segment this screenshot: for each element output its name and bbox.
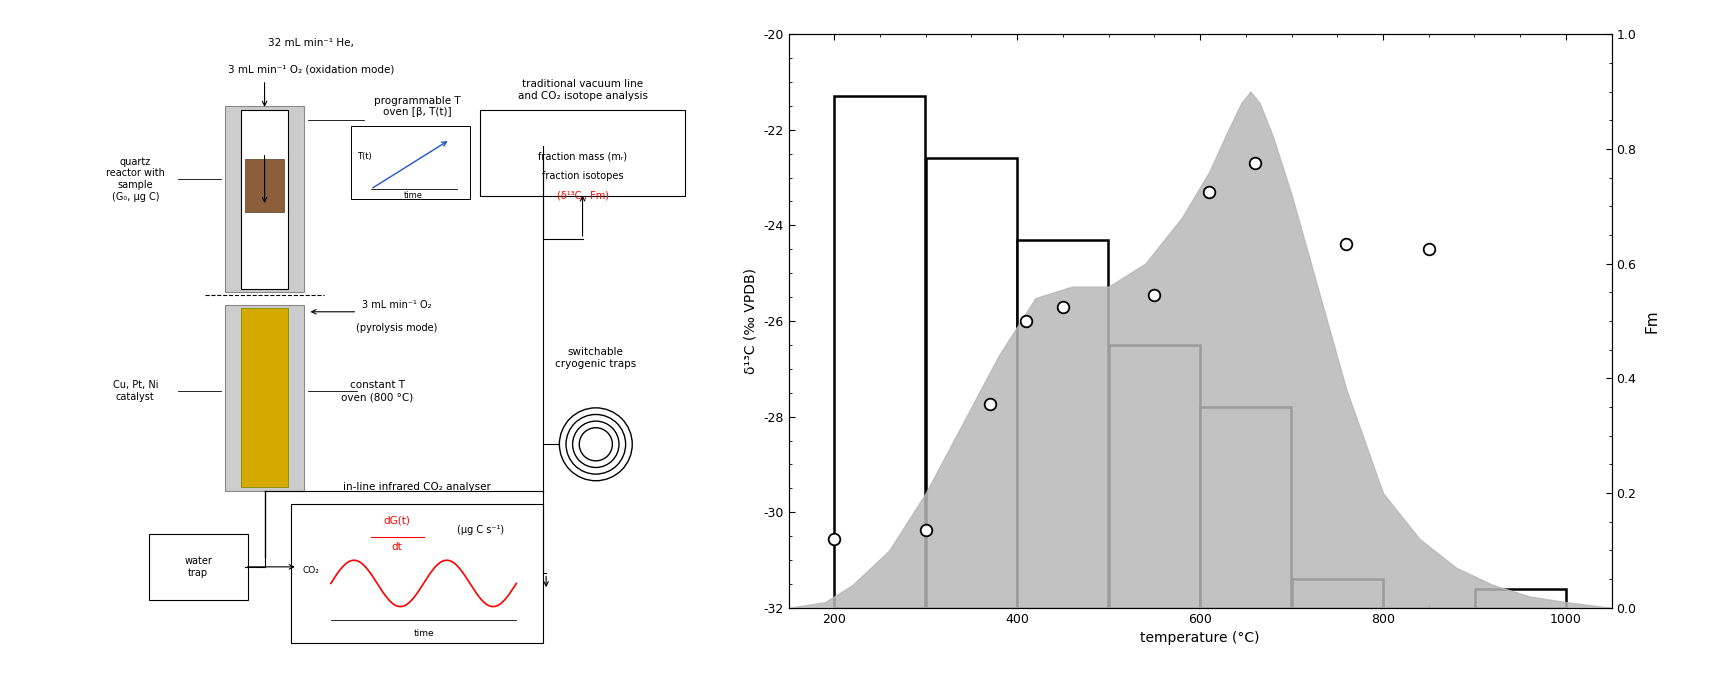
Bar: [241, 309, 288, 488]
Bar: [225, 305, 305, 490]
Point: [1048, 301, 1076, 312]
Text: quartz
reactor with
sample
(G₀, μg C): quartz reactor with sample (G₀, μg C): [106, 157, 165, 201]
X-axis label: temperature (°C): temperature (°C): [1140, 631, 1259, 645]
Text: Cu, Pt, Ni
catalyst: Cu, Pt, Ni catalyst: [113, 380, 158, 402]
Point: [819, 533, 847, 544]
Bar: [244, 159, 284, 212]
Point: [1240, 158, 1268, 169]
Bar: [350, 126, 469, 199]
Text: programmable T
oven [β, T(t)]: programmable T oven [β, T(t)]: [374, 96, 461, 117]
Y-axis label: Fm: Fm: [1644, 309, 1659, 333]
Text: switchable
cryogenic traps: switchable cryogenic traps: [554, 348, 636, 369]
Text: dt: dt: [391, 542, 402, 552]
Bar: [1200, 407, 1290, 608]
Text: 3 mL min⁻¹ O₂: 3 mL min⁻¹ O₂: [362, 300, 431, 310]
Text: time: time: [412, 628, 433, 638]
Point: [1332, 238, 1360, 249]
Bar: [1290, 579, 1382, 608]
FancyBboxPatch shape: [480, 110, 684, 196]
Bar: [225, 107, 305, 292]
Text: traditional vacuum line
and CO₂ isotope analysis: traditional vacuum line and CO₂ isotope …: [518, 79, 648, 100]
Text: 3 mL min⁻¹ O₂ (oxidation mode): 3 mL min⁻¹ O₂ (oxidation mode): [227, 65, 393, 75]
Text: in-line infrared CO₂ analyser: in-line infrared CO₂ analyser: [343, 482, 490, 492]
Point: [1195, 186, 1223, 197]
Bar: [1474, 589, 1564, 608]
Text: fraction mass (mᵣ): fraction mass (mᵣ): [537, 151, 627, 161]
FancyBboxPatch shape: [149, 533, 248, 600]
Point: [975, 399, 1003, 410]
Y-axis label: δ¹³C (‰ VPDB): δ¹³C (‰ VPDB): [743, 268, 757, 374]
Text: dG(t): dG(t): [383, 516, 410, 525]
Text: T(t): T(t): [357, 152, 372, 161]
Text: (pyrolysis mode): (pyrolysis mode): [357, 323, 438, 333]
Point: [1011, 316, 1039, 326]
Text: water
trap: water trap: [184, 556, 211, 578]
Point: [1140, 290, 1167, 301]
Text: fraction isotopes: fraction isotopes: [542, 171, 624, 181]
Text: CO₂: CO₂: [303, 566, 319, 574]
Text: (δ¹³Cᵣ, Fm): (δ¹³Cᵣ, Fm): [556, 191, 608, 201]
Bar: [835, 96, 925, 608]
Text: 32 mL min⁻¹ He,: 32 mL min⁻¹ He,: [268, 38, 353, 48]
Text: time: time: [404, 191, 423, 200]
Point: [1413, 244, 1441, 255]
Point: [911, 525, 939, 536]
Bar: [1108, 345, 1199, 608]
Text: constant T
oven (800 °C): constant T oven (800 °C): [341, 380, 412, 402]
Bar: [1017, 240, 1108, 608]
Bar: [925, 158, 1017, 608]
Bar: [291, 504, 542, 643]
Text: (μg C s⁻¹): (μg C s⁻¹): [457, 525, 504, 535]
Bar: [241, 110, 288, 289]
